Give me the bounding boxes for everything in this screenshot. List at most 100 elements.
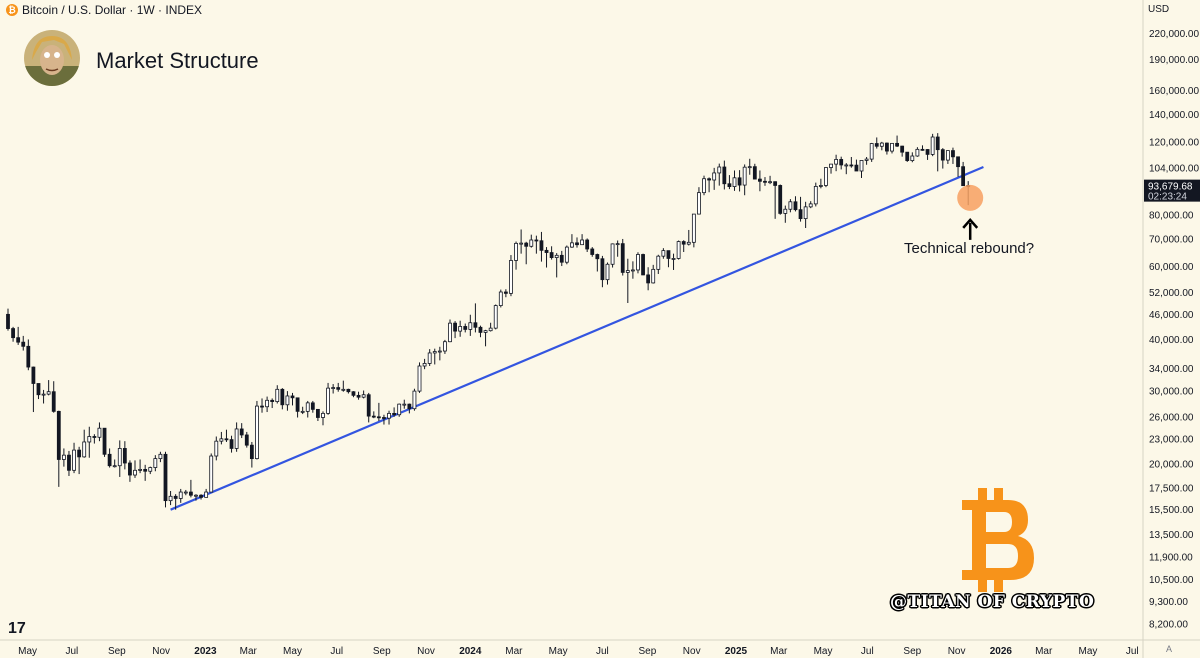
chart-title: Market Structure xyxy=(96,48,259,73)
candle xyxy=(117,440,122,477)
candle-body xyxy=(219,438,224,442)
candle-body xyxy=(56,410,61,460)
candle-body xyxy=(249,444,254,460)
candle-body xyxy=(803,206,808,220)
candle-body xyxy=(707,178,711,181)
x-tick-label: Sep xyxy=(639,646,657,657)
candle-body xyxy=(681,241,686,245)
candle-body xyxy=(747,166,752,169)
auto-scale-button[interactable]: A xyxy=(1166,644,1173,654)
candle-body xyxy=(199,494,203,498)
candle-body xyxy=(859,160,864,172)
bitcoin-icon: ₿ xyxy=(6,4,18,16)
x-tick-label: May xyxy=(1079,646,1098,657)
candle-body xyxy=(371,415,376,418)
candle-body xyxy=(336,387,341,390)
candle xyxy=(448,319,452,343)
candle xyxy=(244,431,249,448)
candle-body xyxy=(31,366,36,384)
candle xyxy=(742,164,747,196)
candle-body xyxy=(559,254,564,263)
candle-body xyxy=(214,440,219,457)
candle xyxy=(768,175,772,185)
candle-body xyxy=(625,270,630,273)
candle-body xyxy=(839,159,844,166)
candle-body xyxy=(610,243,615,265)
candle-body xyxy=(712,172,717,181)
candle xyxy=(564,245,569,265)
candle xyxy=(437,346,442,361)
bitcoin-logo-icon xyxy=(962,488,1034,592)
candle xyxy=(818,178,823,189)
candle xyxy=(412,388,417,411)
candle-body xyxy=(61,454,66,460)
candle xyxy=(651,264,656,284)
candle-body xyxy=(188,491,193,496)
candle-body xyxy=(686,241,691,245)
candle-body xyxy=(890,142,894,152)
candle-body xyxy=(72,449,76,471)
candle-body xyxy=(316,408,320,418)
candle-body xyxy=(366,394,371,417)
tradingview-logo[interactable]: 17 xyxy=(8,620,26,637)
candle xyxy=(773,181,778,219)
candle xyxy=(570,234,574,248)
x-tick-label: Jul xyxy=(65,646,78,657)
candle-body xyxy=(671,258,676,260)
candle-body xyxy=(382,417,386,419)
candle xyxy=(397,403,402,417)
candle xyxy=(524,241,529,265)
candle xyxy=(194,494,198,501)
candle xyxy=(661,248,666,259)
candle xyxy=(214,436,219,461)
candle xyxy=(122,441,127,470)
support-highlight-circle xyxy=(957,184,984,211)
candle-body xyxy=(473,322,478,328)
candle xyxy=(829,163,833,174)
y-tick-label: 15,500.00 xyxy=(1149,505,1194,516)
avatar xyxy=(24,30,80,86)
last-price-countdown: 02:23:24 xyxy=(1148,192,1187,203)
y-tick-label: 20,000.00 xyxy=(1149,459,1194,470)
candle xyxy=(615,240,620,257)
candle xyxy=(509,255,513,297)
candle xyxy=(260,398,264,413)
candle xyxy=(143,464,148,481)
candle-body xyxy=(905,151,910,161)
y-tick-label: 26,000.00 xyxy=(1149,412,1194,423)
candle-body xyxy=(920,148,925,151)
candle xyxy=(529,234,534,248)
candle-body xyxy=(509,260,513,294)
candle xyxy=(249,441,254,468)
candle xyxy=(900,145,905,157)
candle-body xyxy=(112,465,117,468)
x-tick-label: Sep xyxy=(108,646,126,657)
x-tick-label: 2024 xyxy=(459,646,482,657)
candle xyxy=(554,253,559,278)
y-tick-label: 9,300.00 xyxy=(1149,597,1188,608)
x-tick-label: Nov xyxy=(152,646,170,657)
candle xyxy=(549,246,554,260)
y-tick-label: 30,000.00 xyxy=(1149,387,1194,398)
candle-body xyxy=(158,453,163,460)
candle xyxy=(56,410,61,487)
symbol-title[interactable]: Bitcoin / U.S. Dollar · 1W · INDEX xyxy=(22,3,203,17)
candle-body xyxy=(310,402,315,410)
candle xyxy=(915,147,920,157)
annotation-text: Technical rebound? xyxy=(904,240,1035,257)
x-tick-label: Mar xyxy=(770,646,788,657)
candle-body xyxy=(133,469,137,476)
candle-body xyxy=(407,403,412,410)
candle-body xyxy=(87,436,92,443)
candle xyxy=(925,149,930,160)
x-tick-label: Sep xyxy=(903,646,921,657)
candle xyxy=(199,494,203,500)
candle xyxy=(432,348,437,365)
candle-body xyxy=(702,178,706,194)
candle xyxy=(874,137,879,149)
candle-body xyxy=(493,305,498,329)
candle xyxy=(910,152,915,163)
candle xyxy=(778,184,783,215)
candle-body xyxy=(255,405,259,460)
